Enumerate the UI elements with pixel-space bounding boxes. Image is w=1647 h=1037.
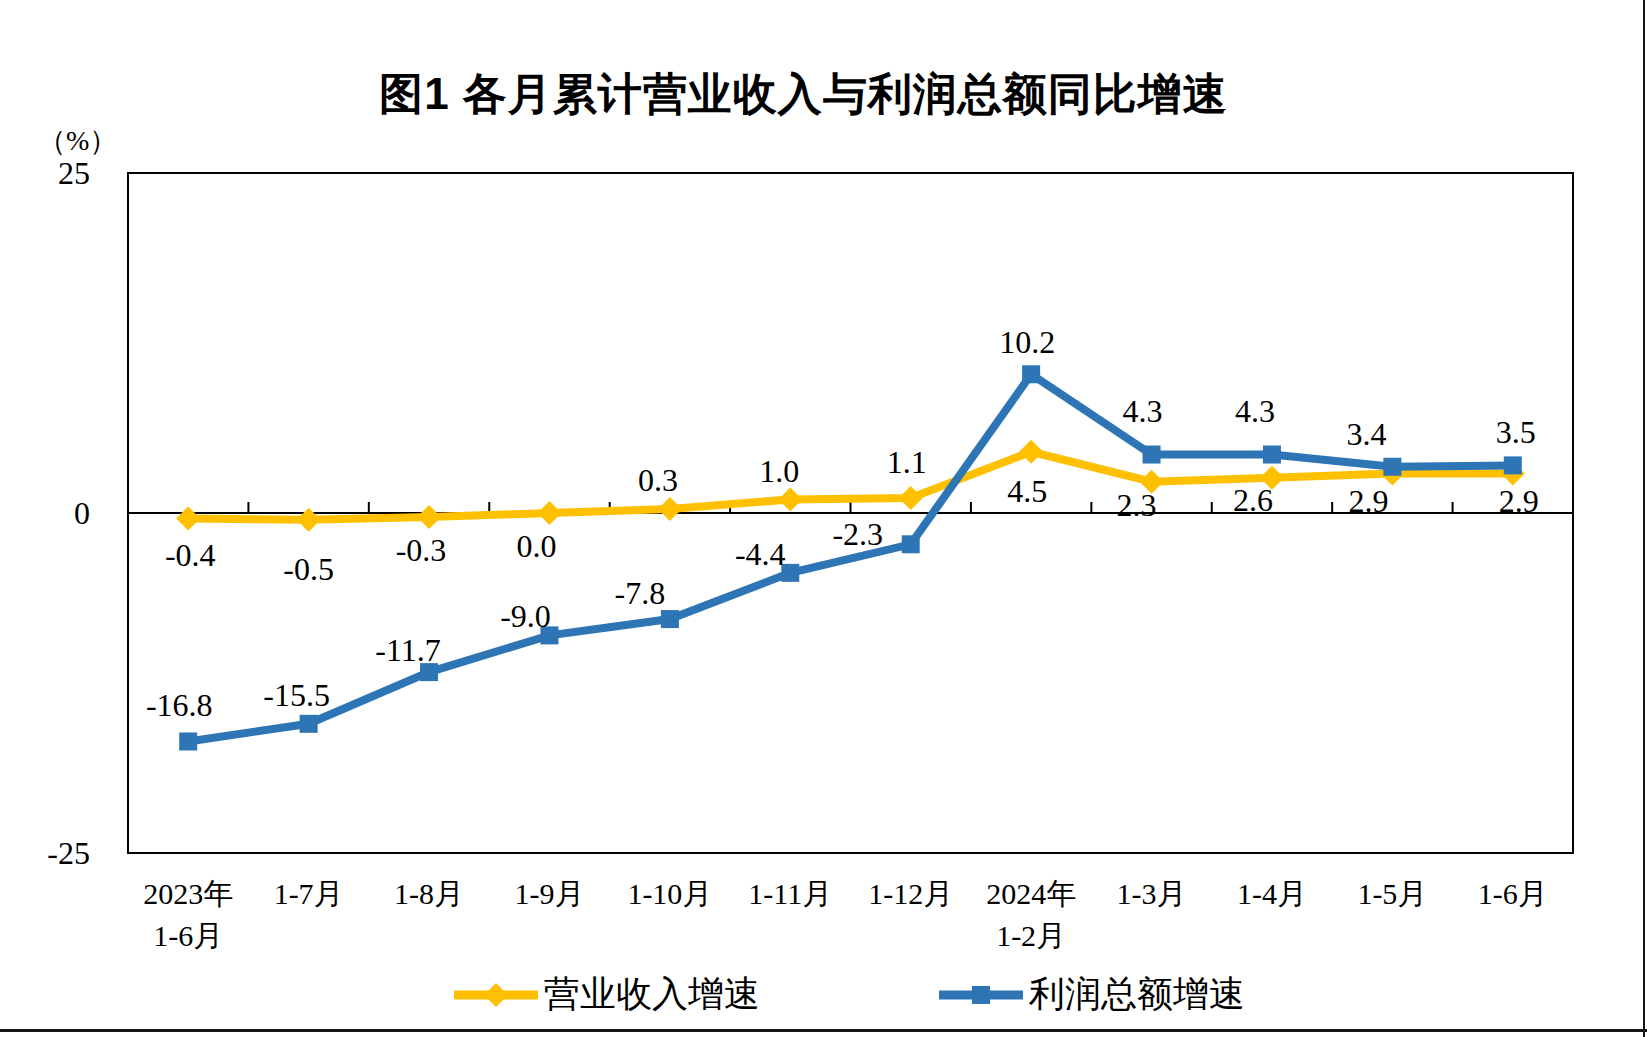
right-border-line bbox=[1643, 0, 1645, 1037]
data-point-marker bbox=[417, 505, 441, 529]
data-label: 0.3 bbox=[638, 462, 678, 498]
x-category-label: 1-6月 bbox=[1478, 877, 1548, 910]
data-point-marker bbox=[537, 501, 561, 525]
x-category-label: 1-12月 bbox=[868, 877, 953, 910]
y-tick-label: 25 bbox=[58, 155, 90, 191]
data-point-marker bbox=[1019, 440, 1043, 464]
data-label: 4.3 bbox=[1123, 393, 1163, 429]
data-label: -0.5 bbox=[283, 551, 334, 587]
data-point-marker bbox=[297, 508, 321, 532]
x-category-label: 2024年 bbox=[986, 877, 1076, 910]
profit-legend-square-icon bbox=[972, 986, 990, 1004]
x-category-label: 1-4月 bbox=[1237, 877, 1307, 910]
data-label: 2.6 bbox=[1233, 482, 1273, 518]
data-label: 1.0 bbox=[759, 453, 799, 489]
data-label: 1.1 bbox=[887, 444, 927, 480]
data-point-marker bbox=[899, 486, 923, 510]
y-tick-label: -25 bbox=[47, 835, 90, 871]
data-point-marker bbox=[1143, 446, 1161, 464]
bottom-border-line bbox=[0, 1029, 1647, 1032]
data-point-marker bbox=[1022, 365, 1040, 383]
data-point-marker bbox=[658, 497, 682, 521]
revenue-legend-label: 营业收入增速 bbox=[544, 968, 760, 1020]
data-label: 2.9 bbox=[1348, 483, 1388, 519]
series-line-profit bbox=[188, 374, 1513, 741]
data-label: 0.0 bbox=[516, 528, 556, 564]
line-chart-plot: 25 0 -25 2023年 1-6月 1-7月 1-8月 1-9月 1-10月 1-11月 1-1… bbox=[0, 0, 1647, 1037]
data-point-marker bbox=[300, 715, 318, 733]
data-point-marker bbox=[1263, 446, 1281, 464]
x-category-label: 1-7月 bbox=[274, 877, 344, 910]
revenue-legend-marker-icon bbox=[452, 968, 540, 1020]
data-point-marker bbox=[1383, 458, 1401, 476]
legend-item-profit: 利润总额增速 bbox=[937, 968, 1245, 1020]
data-point-marker bbox=[778, 487, 802, 511]
data-label: -9.0 bbox=[500, 598, 551, 634]
data-label: 4.3 bbox=[1235, 393, 1275, 429]
data-label: 3.4 bbox=[1346, 416, 1386, 452]
x-category-label: 1-10月 bbox=[627, 877, 712, 910]
x-category-label: 1-3月 bbox=[1117, 877, 1187, 910]
data-label: -11.7 bbox=[375, 632, 440, 668]
x-category-label: 1-8月 bbox=[394, 877, 464, 910]
y-tick-label: 0 bbox=[74, 495, 90, 531]
data-label: -16.8 bbox=[146, 687, 213, 723]
data-label: -15.5 bbox=[263, 677, 330, 713]
data-label: -2.3 bbox=[832, 516, 883, 552]
x-category-label: 1-11月 bbox=[748, 877, 832, 910]
data-point-marker bbox=[176, 506, 200, 530]
x-category-label: 1-5月 bbox=[1357, 877, 1427, 910]
data-label: -0.3 bbox=[396, 532, 447, 568]
data-label: 4.5 bbox=[1007, 473, 1047, 509]
x-category-label: 1-9月 bbox=[514, 877, 584, 910]
data-label: -0.4 bbox=[165, 537, 216, 573]
legend-item-revenue: 营业收入增速 bbox=[452, 968, 760, 1020]
data-label: 2.3 bbox=[1117, 487, 1157, 523]
data-point-marker bbox=[179, 732, 197, 750]
x-category-label: 1-6月 bbox=[153, 919, 223, 952]
legend: 营业收入增速 利润总额增速 bbox=[0, 968, 1647, 1020]
profit-legend-marker-icon bbox=[937, 968, 1025, 1020]
data-label: 10.2 bbox=[999, 324, 1055, 360]
profit-legend-label: 利润总额增速 bbox=[1029, 968, 1245, 1020]
revenue-legend-diamond-icon bbox=[484, 983, 508, 1007]
data-point-marker bbox=[1504, 456, 1522, 474]
data-point-marker bbox=[661, 610, 679, 628]
data-label: -4.4 bbox=[735, 536, 786, 572]
x-category-label: 1-2月 bbox=[996, 919, 1066, 952]
data-point-marker bbox=[902, 535, 920, 553]
data-label: 3.5 bbox=[1496, 414, 1536, 450]
x-category-label: 2023年 bbox=[143, 877, 233, 910]
data-label: 2.9 bbox=[1499, 483, 1539, 519]
data-label: -7.8 bbox=[615, 575, 666, 611]
